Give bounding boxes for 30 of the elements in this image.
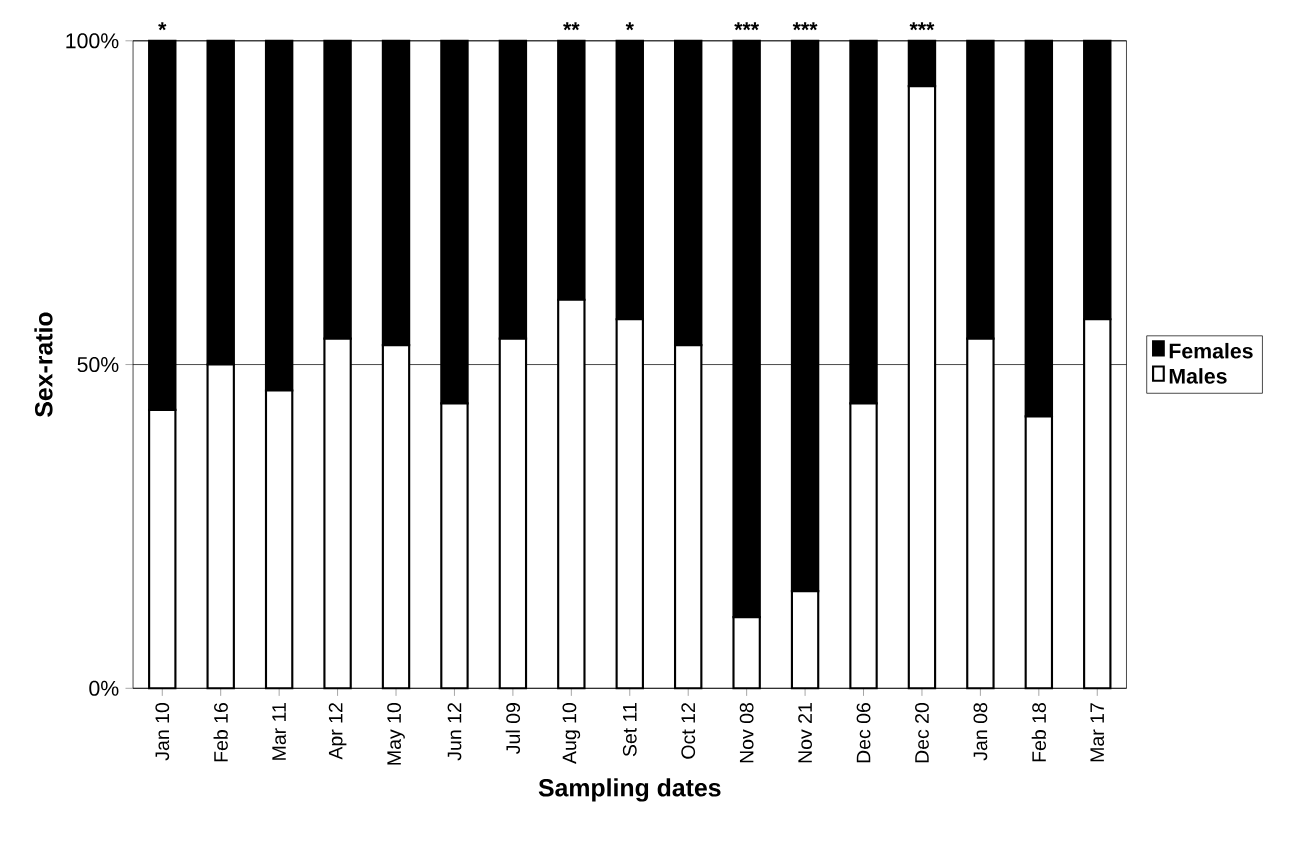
y-axis-title: Sex-ratio <box>34 312 53 418</box>
y-tick-label: 100% <box>66 33 119 49</box>
legend-label: Females <box>1169 343 1253 359</box>
x-tick-label: Feb 18 <box>1031 703 1046 762</box>
legend-label: Males <box>1169 368 1227 384</box>
x-tick-label: Jan 08 <box>973 703 988 761</box>
x-tick-label: Oct 12 <box>681 703 696 759</box>
x-tick-label: Nov 08 <box>739 703 754 763</box>
x-tick-label: Mar 11 <box>272 703 286 760</box>
x-tick-label: Feb 16 <box>213 703 228 762</box>
x-tick-label: Mar 17 <box>1090 703 1105 762</box>
annotation: *** <box>909 22 935 31</box>
x-tick-label: Dec 20 <box>915 703 929 763</box>
y-tick-label: 0% <box>89 680 119 696</box>
x-axis-title: Sampling dates <box>538 778 721 802</box>
x-tick-label: May 10 <box>387 703 405 765</box>
annotation: *** <box>734 22 760 31</box>
y-tick-label: 50% <box>77 357 119 373</box>
x-tick-label: Nov 21 <box>798 703 812 763</box>
annotation: * <box>158 22 167 31</box>
x-tick-label: Dec 06 <box>856 703 871 763</box>
x-tick-label: Jan 10 <box>155 703 170 761</box>
annotation: *** <box>792 22 818 31</box>
annotation: ** <box>563 22 580 31</box>
annotation: * <box>625 22 634 31</box>
x-tick-label: Aug 10 <box>562 703 581 765</box>
x-tick-label: Apr 12 <box>328 703 347 760</box>
x-tick-label: Jul 09 <box>505 703 521 755</box>
x-tick-label: Set 11 <box>622 703 637 757</box>
x-tick-label: Jun 12 <box>447 703 462 761</box>
